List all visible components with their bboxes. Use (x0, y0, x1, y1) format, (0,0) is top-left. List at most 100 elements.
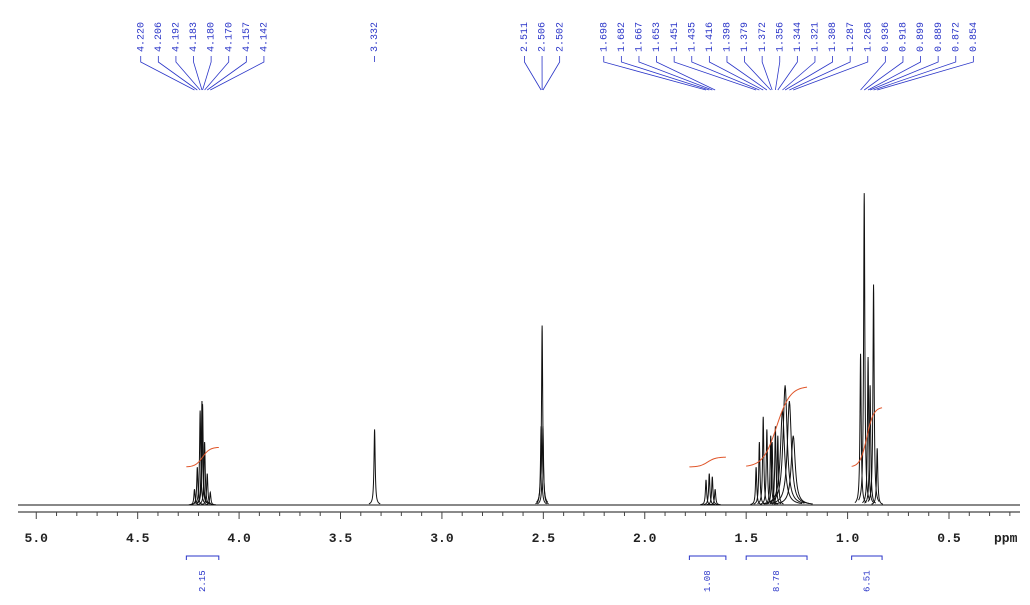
peak (536, 325, 549, 503)
x-tick-label: 4.5 (126, 531, 150, 546)
peak-connector (542, 56, 561, 91)
integral-bracket (688, 555, 727, 560)
peak-connector (673, 56, 757, 91)
peak (194, 410, 207, 504)
peak (867, 284, 880, 502)
peak-label: 4.142 (260, 22, 271, 52)
peak-connector (603, 56, 707, 91)
peak-label: 2.506 (538, 22, 549, 52)
peak (760, 429, 773, 505)
peak-connector (210, 56, 265, 91)
peak-label: 1.435 (687, 22, 698, 52)
peak (368, 429, 381, 505)
peak (864, 385, 877, 504)
x-tick-label: 1.5 (734, 531, 758, 546)
peak-label: 0.918 (899, 22, 910, 52)
peak-connector (204, 56, 230, 91)
peak-connector (761, 56, 773, 91)
peak-label: 4.183 (189, 22, 200, 52)
peak-label: 1.308 (828, 22, 839, 52)
peak (196, 404, 209, 504)
x-tick-label: 3.0 (430, 531, 454, 546)
peak-label: 1.451 (670, 22, 681, 52)
peak-label: 1.356 (775, 22, 786, 52)
peak (858, 193, 871, 501)
peak (188, 489, 201, 506)
integral-label: 2.15 (198, 570, 208, 592)
peak-connector (656, 56, 716, 91)
peak-connector (620, 56, 710, 91)
peak-label: 1.653 (652, 22, 663, 52)
peak-label: 4.206 (154, 22, 165, 52)
x-axis-label: ppm (994, 531, 1018, 546)
peak-connector (777, 56, 798, 91)
peak (769, 400, 809, 504)
peak-label: 3.332 (370, 22, 381, 52)
peak (201, 473, 214, 506)
peak (706, 476, 719, 506)
peak (750, 467, 762, 505)
peak-connector (784, 56, 833, 91)
peak (191, 467, 204, 505)
x-tick-label: 2.0 (633, 531, 657, 546)
integral-label: 6.51 (862, 570, 872, 592)
peak-connector (175, 56, 201, 91)
peak-label: 1.321 (811, 22, 822, 52)
peak-label: 4.192 (172, 22, 183, 52)
x-tick-label: 2.5 (532, 531, 556, 546)
peak-label: 0.936 (881, 22, 892, 52)
peak-label: 1.416 (705, 22, 716, 52)
x-tick-label: 0.5 (937, 531, 961, 546)
peak-connector (793, 56, 869, 91)
peak (871, 448, 884, 505)
integral-curve (851, 407, 883, 467)
integral-label: 1.08 (703, 570, 713, 592)
peak-label: 0.854 (969, 22, 980, 52)
peak-connector (782, 56, 816, 91)
integral-bracket (745, 555, 808, 560)
peak-label: 1.372 (758, 22, 769, 52)
peak-label: 4.157 (242, 22, 253, 52)
peak-connector (708, 56, 764, 91)
peak-label: 4.220 (136, 22, 147, 52)
integral-label: 8.78 (772, 570, 782, 592)
peak-label: 2.502 (555, 22, 566, 52)
peak-label: 1.398 (723, 22, 734, 52)
peak-connector (867, 56, 921, 91)
peak-connector (726, 56, 768, 91)
peak-connector (140, 56, 195, 91)
peak-connector (638, 56, 713, 91)
peak-connector (157, 56, 198, 91)
peak-connector (863, 56, 904, 91)
peak (854, 353, 867, 504)
integral-bracket (185, 555, 220, 560)
peak (204, 490, 217, 506)
peak-connector (193, 56, 203, 91)
peak-connector (524, 56, 542, 91)
integral-curve (186, 446, 219, 468)
peak (709, 489, 721, 506)
x-tick-label: 1.0 (836, 531, 860, 546)
peak (700, 479, 712, 506)
integral-bracket (851, 555, 883, 560)
peak-label: 1.698 (599, 22, 610, 52)
peak-connector (202, 56, 212, 91)
integral-curve (746, 386, 808, 467)
peak-connector (691, 56, 760, 91)
x-tick-label: 3.5 (329, 531, 353, 546)
peak-label: 0.899 (916, 22, 927, 52)
peak-label: 4.180 (207, 22, 218, 52)
x-tick-label: 4.0 (227, 531, 251, 546)
peak-connector (207, 56, 247, 91)
peak-label: 0.889 (934, 22, 945, 52)
peak-label: 1.667 (635, 22, 646, 52)
peak-connector (873, 56, 957, 91)
peak (765, 385, 805, 504)
peak (537, 426, 549, 505)
peak-label: 2.511 (520, 22, 531, 52)
peak (862, 356, 875, 504)
peak-label: 1.379 (740, 22, 751, 52)
peak-label: 0.872 (951, 22, 962, 52)
x-tick-label: 5.0 (25, 531, 49, 546)
